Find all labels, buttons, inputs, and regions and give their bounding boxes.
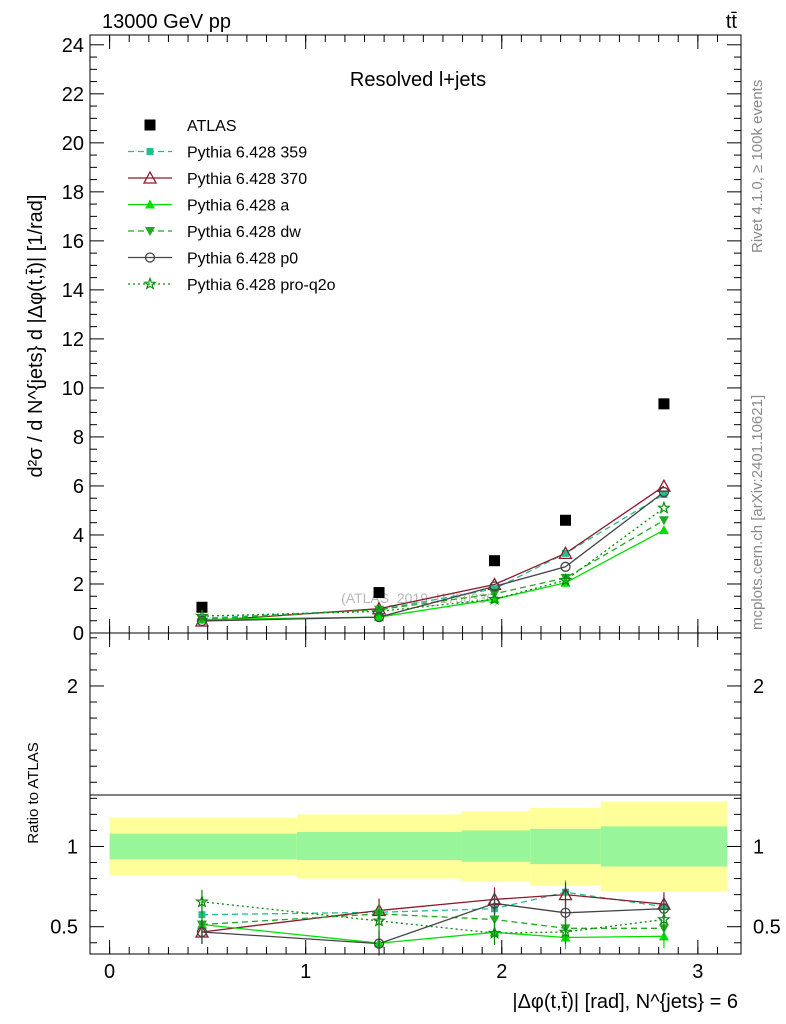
legend-label: Pythia 6.428 a bbox=[187, 198, 289, 215]
ratio-xtick-label: 2 bbox=[496, 961, 507, 983]
legend-label: Pythia 6.428 pro-q2o bbox=[187, 277, 336, 294]
legend-marker bbox=[146, 148, 154, 155]
series-line-1 bbox=[201, 493, 665, 619]
ratio-line-2 bbox=[201, 923, 664, 944]
ratio-xtick-label: 1 bbox=[300, 961, 311, 983]
data-point-3 bbox=[658, 525, 669, 535]
data-point-6 bbox=[558, 572, 573, 587]
ratio-line-1 bbox=[201, 893, 664, 933]
ratio-point-5 bbox=[487, 925, 502, 940]
x-axis-label: |Δφ(t,t̄)| [rad], N^{jets} = 6 bbox=[512, 991, 738, 1013]
data-point-2 bbox=[656, 478, 672, 492]
data-point-0 bbox=[560, 514, 572, 526]
main-panel: Resolved l+jets (ATLAS_2019_I1750330) 02… bbox=[25, 34, 742, 645]
data-point-6 bbox=[195, 608, 209, 622]
main-ytick-label: 18 bbox=[62, 182, 84, 204]
data-point-2 bbox=[487, 577, 502, 591]
data-point-0 bbox=[658, 398, 670, 410]
ratio-ytick-label: 2 bbox=[67, 676, 78, 698]
ratio-band-inner bbox=[296, 832, 462, 861]
data-point-5 bbox=[373, 611, 385, 623]
ratio-panel: 0.5 0.5 1 1 2 2 0 1 2 3 Ratio to ATLAS |Δφ(t,t̄)|… bbox=[25, 632, 781, 1013]
main-ytick-label: 0 bbox=[73, 623, 84, 645]
main-title: Resolved l+jets bbox=[350, 69, 486, 91]
main-ytick-label: 4 bbox=[73, 525, 84, 547]
main-ytick-label: 6 bbox=[73, 476, 84, 498]
data-point-4 bbox=[658, 516, 669, 526]
ratio-band-inner bbox=[530, 828, 601, 865]
ratio-band-inner bbox=[600, 826, 728, 867]
main-ytick-label: 12 bbox=[62, 329, 84, 351]
data-point-1 bbox=[562, 549, 570, 557]
data-point-5 bbox=[489, 581, 500, 592]
ratio-ytick-label: 1 bbox=[67, 836, 78, 858]
main-ytick-label: 24 bbox=[62, 35, 84, 57]
legend-marker bbox=[143, 276, 157, 290]
main-ytick-label: 14 bbox=[62, 280, 84, 302]
legend-label: Pythia 6.428 p0 bbox=[187, 251, 298, 268]
ratio-ytick-label: 0.5 bbox=[50, 917, 78, 939]
legend-label: Pythia 6.428 370 bbox=[187, 171, 307, 188]
ratio-point-4 bbox=[373, 938, 385, 949]
ratio-point-5 bbox=[558, 924, 573, 938]
ratio-point-5 bbox=[657, 912, 671, 926]
ratio-xtick-label: 0 bbox=[104, 961, 115, 983]
ratio-point-3 bbox=[489, 915, 500, 925]
data-point-6 bbox=[372, 604, 386, 618]
header-process: tt̄ bbox=[726, 11, 738, 33]
data-point-5 bbox=[658, 486, 670, 498]
ratio-ytick-label-right: 2 bbox=[753, 676, 764, 698]
ratio-point-4 bbox=[196, 926, 208, 938]
ratio-xtick-label: 3 bbox=[692, 961, 703, 983]
data-point-0 bbox=[373, 587, 385, 599]
ratio-point-5 bbox=[195, 894, 209, 908]
ratio-point-1 bbox=[558, 887, 573, 901]
rivet-label: Rivet 4.1.0, ≥ 100k events bbox=[749, 80, 766, 253]
ratio-ytick-label-right: 0.5 bbox=[753, 917, 781, 939]
main-ytick-label: 8 bbox=[73, 427, 84, 449]
data-point-6 bbox=[657, 500, 671, 514]
legend-marker bbox=[145, 227, 155, 236]
data-point-4 bbox=[560, 573, 571, 583]
main-ytick-label: 20 bbox=[62, 133, 84, 155]
legend-marker bbox=[145, 199, 155, 209]
data-point-5 bbox=[196, 615, 208, 627]
legend-label: Pythia 6.428 359 bbox=[187, 145, 307, 162]
series-line-2 bbox=[201, 485, 665, 622]
main-ytick-label: 2 bbox=[73, 574, 84, 596]
legend-marker bbox=[142, 170, 158, 184]
ratio-ytick-label-right: 1 bbox=[753, 836, 764, 858]
data-point-4 bbox=[374, 605, 385, 615]
data-point-0 bbox=[489, 555, 501, 567]
legend: ATLAS Pythia 6.428 359 Pythia 6.428 370 Pyt… bbox=[128, 118, 336, 294]
data-point-2 bbox=[558, 545, 573, 559]
legend-marker bbox=[144, 119, 156, 131]
main-ytick-label: 22 bbox=[62, 84, 84, 106]
data-point-5 bbox=[560, 561, 571, 572]
legend-label: Pythia 6.428 dw bbox=[187, 224, 301, 241]
ratio-frame bbox=[89, 632, 742, 955]
mcplots-label: mcplots.cern.ch [arXiv:2401.10621] bbox=[749, 395, 766, 630]
ratio-point-4 bbox=[489, 898, 500, 909]
legend-marker bbox=[144, 252, 156, 263]
ratio-band-inner bbox=[109, 833, 297, 860]
header-energy: 13000 GeV pp bbox=[102, 11, 231, 33]
data-point-3 bbox=[374, 612, 385, 622]
ratio-band-inner bbox=[461, 830, 531, 862]
ratio-ylabel: Ratio to ATLAS bbox=[25, 742, 42, 843]
legend-label: ATLAS bbox=[187, 118, 237, 135]
data-point-1 bbox=[660, 491, 668, 499]
data-point-0 bbox=[196, 601, 208, 613]
data-point-6 bbox=[487, 591, 502, 606]
main-ytick-label: 16 bbox=[62, 231, 84, 253]
ratio-point-5 bbox=[372, 913, 386, 927]
main-ylabel: d²σ / d N^{jets} d |Δφ(t,t̄)| [1/rad] bbox=[25, 195, 47, 478]
ratio-point-4 bbox=[560, 907, 571, 918]
main-ytick-label: 10 bbox=[62, 378, 84, 400]
ratio-line-3 bbox=[201, 913, 664, 929]
